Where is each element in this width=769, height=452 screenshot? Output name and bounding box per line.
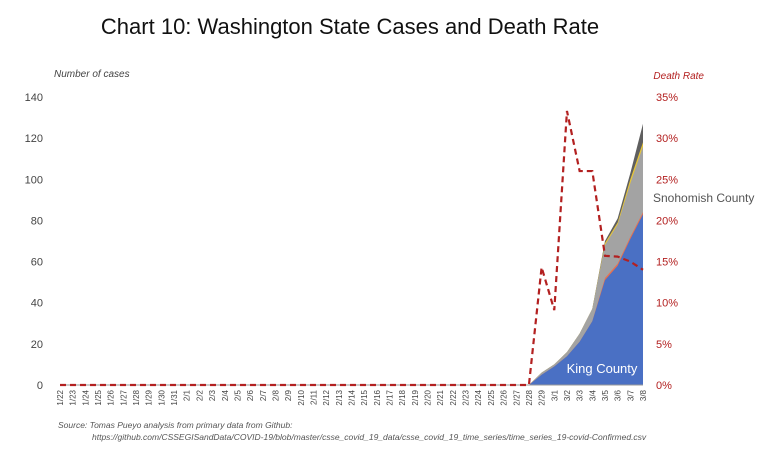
x-tick-label: 2/10 — [297, 389, 306, 405]
y2-tick-label: 35% — [656, 92, 678, 104]
y2-tick-label: 30% — [656, 133, 678, 145]
x-tick-label: 2/15 — [360, 389, 369, 405]
x-tick-label: 2/9 — [284, 389, 293, 401]
y2-tick-label: 5% — [656, 339, 672, 351]
y-tick-label: 20 — [31, 339, 43, 351]
x-tick-label: 3/3 — [576, 389, 585, 401]
x-tick-label: 2/3 — [208, 389, 217, 401]
x-tick-label: 1/25 — [94, 389, 103, 405]
x-tick-label: 2/21 — [436, 389, 445, 405]
x-tick-label: 1/24 — [81, 389, 90, 405]
y2-tick-label: 10% — [656, 298, 678, 310]
y-axis-right: 0% 5% 10% 15% 20% 25% 30% 35% — [656, 92, 678, 392]
area-series-snohomish-county — [60, 146, 643, 385]
y2-tick-label: 15% — [656, 257, 678, 269]
x-tick-label: 1/28 — [132, 389, 141, 405]
source-line-2: https://github.com/CSSEGISandData/COVID-… — [92, 432, 647, 442]
y2-tick-label: 20% — [656, 215, 678, 227]
chart-title: Chart 10: Washington State Cases and Dea… — [101, 14, 599, 39]
x-tick-label: 2/17 — [386, 389, 395, 405]
x-tick-label: 2/1 — [183, 389, 192, 401]
x-axis-ticks: 1/22 1/23 1/24 1/25 1/26 1/27 1/28 1/29 1/30 1/31… — [56, 389, 648, 405]
y-axis-left: 0 20 40 60 80 100 120 140 — [25, 92, 43, 392]
y2-axis-title: Death Rate — [653, 71, 704, 82]
y-tick-label: 140 — [25, 92, 43, 104]
x-tick-label: 2/16 — [373, 389, 382, 405]
line-series-group — [60, 110, 644, 387]
x-tick-label: 2/8 — [271, 389, 280, 401]
x-tick-label: 2/13 — [335, 389, 344, 405]
x-tick-label: 2/19 — [411, 389, 420, 405]
x-tick-label: 2/14 — [348, 389, 357, 405]
x-tick-label: 2/6 — [246, 389, 255, 401]
x-tick-label: 2/2 — [195, 389, 204, 401]
x-tick-label: 2/27 — [512, 389, 521, 405]
x-tick-label: 2/24 — [474, 389, 483, 405]
x-tick-label: 3/8 — [639, 389, 648, 401]
x-tick-label: 2/28 — [525, 389, 534, 405]
y2-tick-label: 25% — [656, 174, 678, 186]
x-tick-label: 3/5 — [601, 389, 610, 401]
x-tick-label: 2/12 — [322, 389, 331, 405]
x-tick-label: 1/31 — [170, 389, 179, 405]
x-tick-label: 2/23 — [462, 389, 471, 405]
x-tick-label: 3/4 — [588, 389, 597, 401]
x-tick-label: 2/26 — [500, 389, 509, 405]
y-axis-title: Number of cases — [54, 69, 130, 80]
x-tick-label: 1/29 — [145, 389, 154, 405]
x-tick-label: 2/4 — [221, 389, 230, 401]
y-tick-label: 40 — [31, 298, 43, 310]
x-tick-label: 2/18 — [398, 389, 407, 405]
area-series-group — [60, 123, 643, 386]
x-tick-label: 2/7 — [259, 389, 268, 401]
x-tick-label: 1/30 — [157, 389, 166, 405]
x-tick-label: 3/2 — [563, 389, 572, 401]
x-tick-label: 3/7 — [626, 389, 635, 401]
y2-tick-label: 0% — [656, 380, 672, 392]
annotation-snohomish-county: Snohomish County — [653, 191, 754, 205]
x-tick-label: 1/27 — [119, 389, 128, 405]
x-tick-label: 2/5 — [233, 389, 242, 401]
area-series-band — [60, 123, 643, 386]
area-series-king-county — [60, 214, 643, 385]
y-tick-label: 0 — [37, 380, 43, 392]
x-tick-label: 1/26 — [107, 389, 116, 405]
x-tick-label: 1/22 — [56, 389, 65, 405]
x-tick-label: 3/1 — [550, 389, 559, 401]
x-tick-label: 2/20 — [424, 389, 433, 405]
area-series-band — [60, 142, 643, 385]
x-tick-label: 3/6 — [614, 389, 623, 401]
y-tick-label: 100 — [25, 174, 43, 186]
source-line-1: Source: Tomas Pueyo analysis from primar… — [58, 420, 293, 430]
x-tick-label: 2/25 — [487, 389, 496, 405]
x-tick-label: 2/22 — [449, 389, 458, 405]
y-tick-label: 80 — [31, 215, 43, 227]
x-tick-label: 2/11 — [309, 389, 318, 405]
x-tick-label: 2/29 — [538, 389, 547, 405]
y-tick-label: 120 — [25, 133, 43, 145]
x-tick-label: 1/23 — [69, 389, 78, 405]
annotation-king-county: King County — [567, 361, 638, 376]
death-rate-line — [60, 110, 644, 387]
y-tick-label: 60 — [31, 257, 43, 269]
